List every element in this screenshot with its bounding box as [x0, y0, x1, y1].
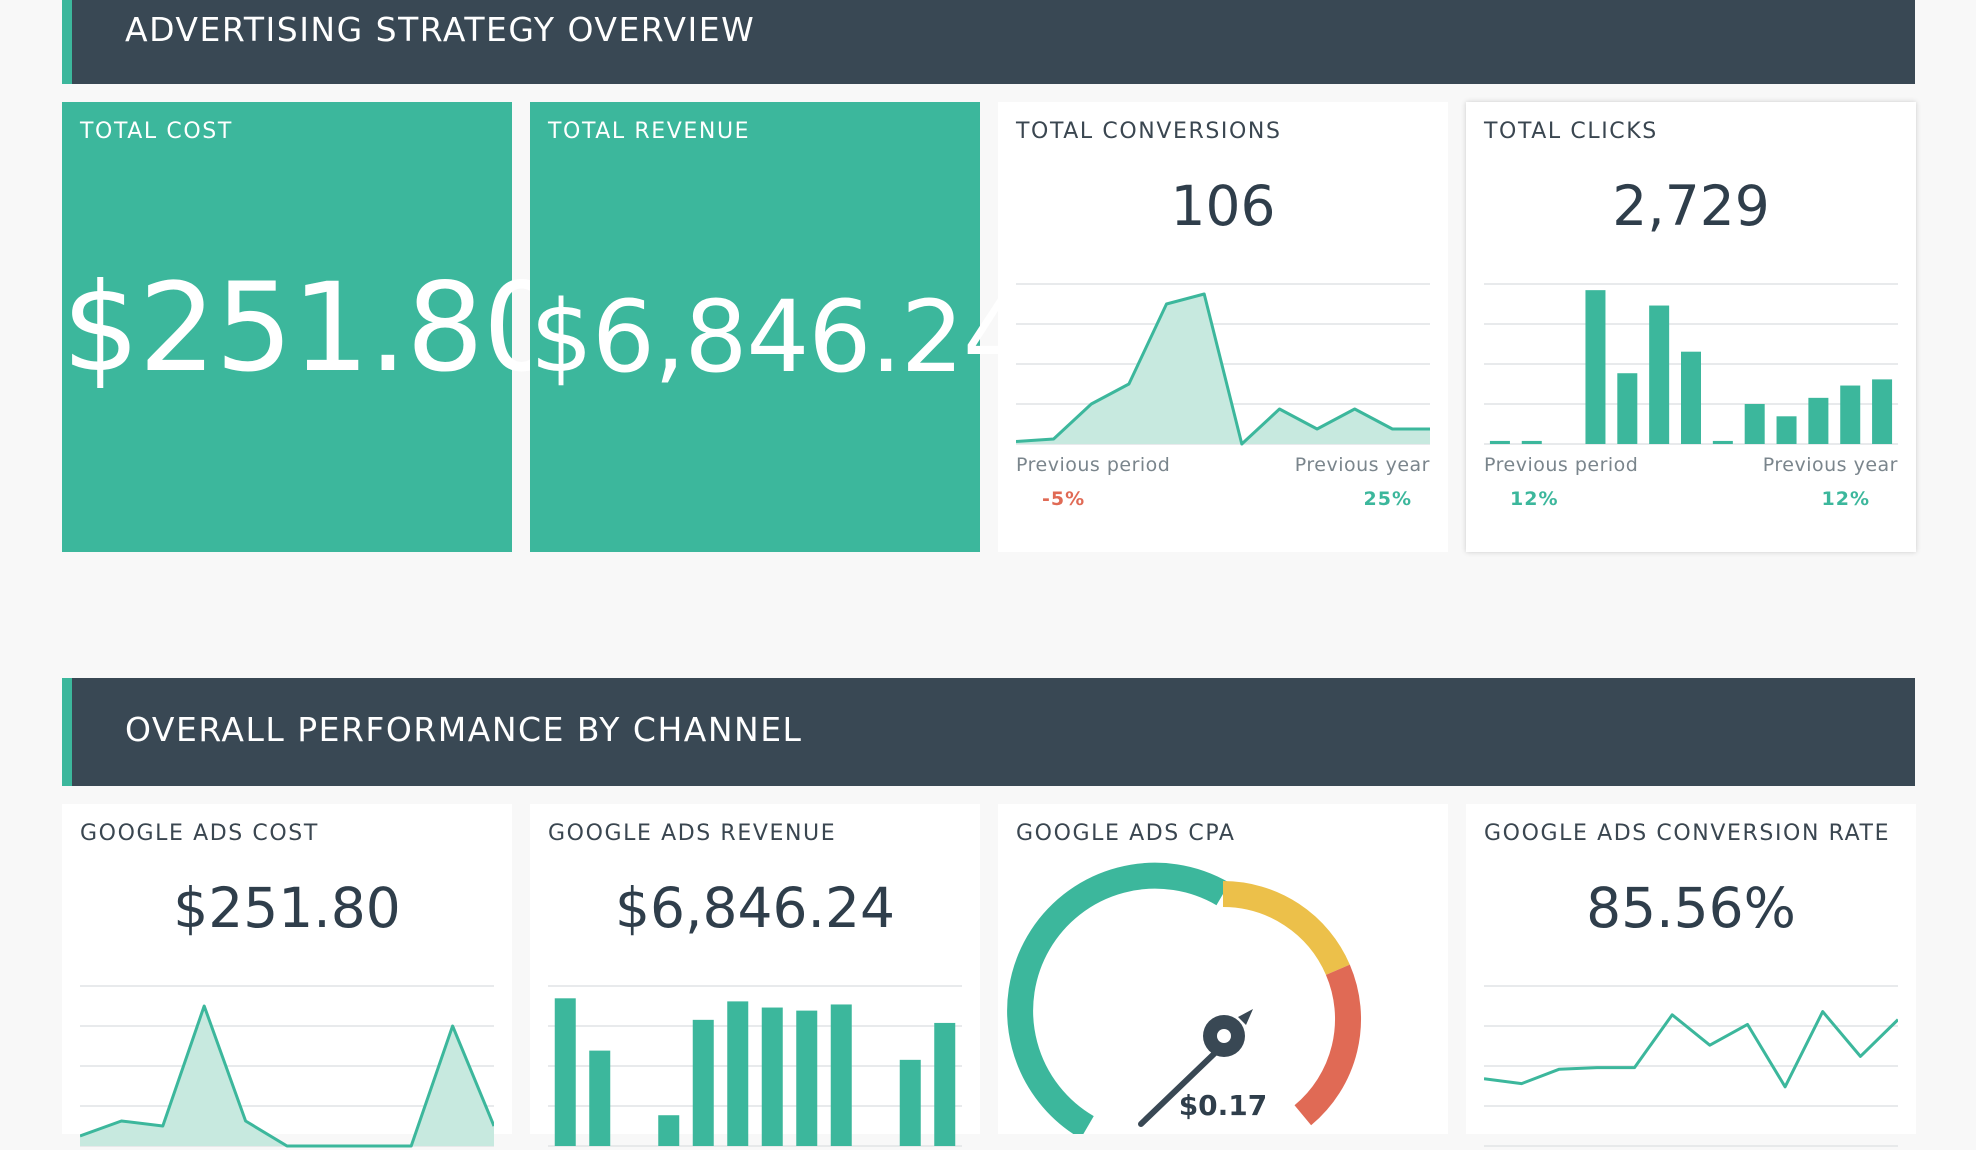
section-title: ADVERTISING STRATEGY OVERVIEW [125, 10, 755, 49]
bar [1585, 290, 1605, 444]
card-google-ads-cost[interactable]: GOOGLE ADS COST $251.80 [62, 804, 512, 1134]
card-title: GOOGLE ADS REVENUE [548, 821, 836, 846]
google-ads-revenue-value: $6,846.24 [530, 876, 980, 940]
cpa-value: $0.17 [1179, 1089, 1268, 1122]
ads-conversion-rate-line-chart [1484, 980, 1898, 1150]
bar [900, 1060, 921, 1146]
google-ads-cost-value: $251.80 [62, 876, 512, 940]
card-title: GOOGLE ADS CONVERSION RATE [1484, 821, 1890, 846]
card-total-revenue[interactable]: TOTAL REVENUE $6,846.24 [530, 102, 980, 552]
bar [934, 1023, 955, 1146]
card-title: GOOGLE ADS COST [80, 821, 319, 846]
bar [796, 1011, 817, 1146]
previous-period-change: -5% [1042, 488, 1085, 510]
previous-year-label: Previous year [1763, 454, 1898, 476]
card-title: TOTAL CLICKS [1484, 119, 1658, 144]
bar [1808, 398, 1828, 444]
ads-cost-area-chart [80, 980, 494, 1150]
card-google-ads-revenue[interactable]: GOOGLE ADS REVENUE $6,846.24 [530, 804, 980, 1134]
gauge-segment-red [1303, 970, 1348, 1116]
total-conversions-value: 106 [998, 174, 1448, 238]
card-title: TOTAL CONVERSIONS [1016, 119, 1282, 144]
cpa-gauge: $0.17 [998, 804, 1448, 1134]
card-google-ads-cpa[interactable]: GOOGLE ADS CPA $0.17 [998, 804, 1448, 1134]
section-header-overview: ADVERTISING STRATEGY OVERVIEW [62, 0, 1915, 84]
clicks-bar-chart [1484, 278, 1898, 448]
google-ads-conversion-rate-value: 85.56% [1466, 876, 1916, 940]
series-line [1484, 1012, 1898, 1087]
bar [1840, 386, 1860, 444]
bar [1872, 379, 1892, 444]
gauge-segment-yellow [1223, 894, 1338, 970]
card-total-cost[interactable]: TOTAL COST $251.80 [62, 102, 512, 552]
bar [727, 1001, 748, 1146]
card-title: TOTAL REVENUE [548, 119, 750, 144]
previous-year-change: 25% [1364, 488, 1412, 510]
bar [1522, 441, 1542, 444]
bar [658, 1115, 679, 1146]
section-title: OVERALL PERFORMANCE BY CHANNEL [125, 710, 802, 749]
section-header-channel: OVERALL PERFORMANCE BY CHANNEL [62, 678, 1915, 786]
bar [1745, 404, 1765, 444]
card-google-ads-conversion-rate[interactable]: GOOGLE ADS CONVERSION RATE 85.56% [1466, 804, 1916, 1134]
total-clicks-value: 2,729 [1466, 174, 1916, 238]
previous-year-label: Previous year [1295, 454, 1430, 476]
card-total-clicks[interactable]: TOTAL CLICKS 2,729 Previous period Previ… [1466, 102, 1916, 552]
gauge-needle-tip [1238, 1009, 1253, 1025]
bar [762, 1008, 783, 1146]
previous-period-label: Previous period [1016, 454, 1170, 476]
bar [1490, 441, 1510, 444]
previous-period-change: 12% [1510, 488, 1558, 510]
previous-period-label: Previous period [1484, 454, 1638, 476]
bar [1649, 306, 1669, 444]
ads-revenue-bar-chart [548, 980, 962, 1150]
bar [1713, 441, 1733, 444]
bar [1777, 416, 1797, 444]
total-revenue-value: $6,846.24 [530, 280, 980, 395]
gauge-hub-center [1217, 1029, 1231, 1043]
previous-year-change: 12% [1822, 488, 1870, 510]
card-title: TOTAL COST [80, 119, 233, 144]
conversions-area-chart [1016, 278, 1430, 448]
bar [693, 1020, 714, 1146]
bar [1617, 373, 1637, 444]
bar [589, 1051, 610, 1146]
bar [1681, 352, 1701, 444]
bar [555, 998, 576, 1146]
total-cost-value: $251.80 [62, 257, 512, 399]
bar [831, 1004, 852, 1146]
card-total-conversions[interactable]: TOTAL CONVERSIONS 106 Previous period Pr… [998, 102, 1448, 552]
